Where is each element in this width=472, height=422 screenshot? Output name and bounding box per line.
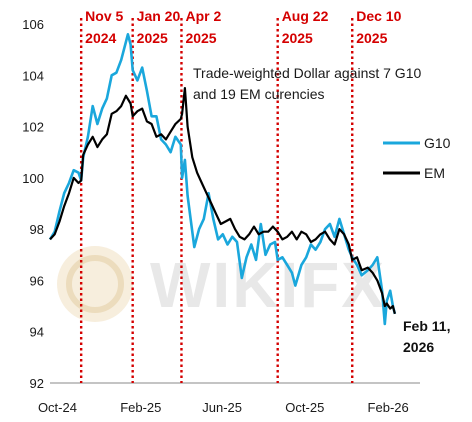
annotation-line-1: Trade-weighted Dollar against 7 G10 — [193, 65, 421, 81]
legend: G10 EM — [383, 135, 451, 181]
y-tick-label: 92 — [30, 376, 44, 391]
x-axis: Oct-24 Feb-25 Jun-25 Oct-25 Feb-26 — [38, 382, 420, 415]
x-tick-label: Jun-25 — [202, 400, 242, 415]
x-tick-label: Feb-25 — [120, 400, 161, 415]
x-tick-label: Feb-26 — [368, 400, 409, 415]
series-line-g10 — [48, 32, 397, 326]
y-tick-label: 98 — [30, 222, 44, 237]
x-tick-label: Oct-24 — [38, 400, 77, 415]
y-tick-label: 104 — [22, 68, 44, 83]
event-label-year: 2025 — [356, 30, 387, 46]
annotation-line-2: and 19 EM curencies — [193, 86, 325, 102]
series-line-em — [49, 86, 396, 315]
y-tick-label: 100 — [22, 171, 44, 186]
y-tick-label: 96 — [30, 273, 44, 288]
legend-label-em: EM — [424, 165, 445, 181]
svg-text:WIKIFX: WIKIFX — [150, 249, 386, 321]
event-label-date: Dec 10 — [356, 8, 401, 24]
event-label-year: 2025 — [282, 30, 313, 46]
event-label-date: Nov 5 — [85, 8, 123, 24]
event-label-year: 2025 — [185, 30, 216, 46]
event-label-date: Aug 22 — [282, 8, 329, 24]
end-date-label: Feb 11, 2026 — [403, 318, 450, 355]
legend-label-g10: G10 — [424, 135, 451, 151]
y-tick-label: 94 — [30, 325, 44, 340]
y-tick-label: 106 — [22, 17, 44, 32]
watermark-logo: WIKIFX — [57, 246, 386, 322]
chart-annotation: Trade-weighted Dollar against 7 G10 and … — [193, 65, 421, 102]
series-group — [48, 32, 397, 326]
event-label-date: Apr 2 — [185, 8, 221, 24]
event-label-date: Jan 20 — [137, 8, 181, 24]
x-tick-label: Oct-25 — [285, 400, 324, 415]
y-axis: 92 94 96 98 100 102 104 106 — [22, 17, 44, 391]
event-label-year: 2024 — [85, 30, 116, 46]
y-tick-label: 102 — [22, 120, 44, 135]
event-label-year: 2025 — [137, 30, 168, 46]
end-date-line-1: Feb 11, — [403, 318, 450, 334]
end-date-line-2: 2026 — [403, 339, 434, 355]
